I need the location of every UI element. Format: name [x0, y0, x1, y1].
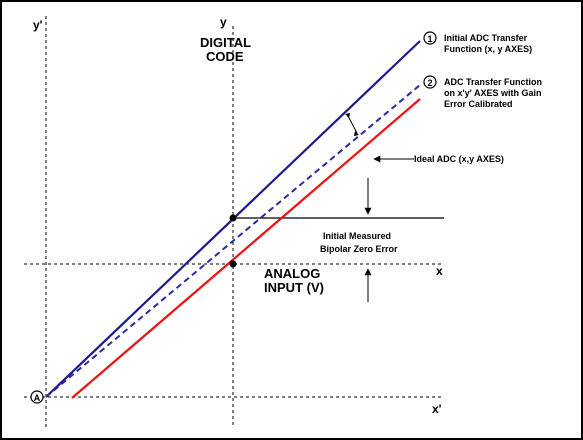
- legend-2-text-2: on x'y' AXES with Gain: [444, 88, 541, 98]
- legend-1-number: 1: [427, 34, 432, 44]
- legend-2-marker: [423, 75, 437, 89]
- gain-error-arrow-top: [345, 113, 350, 118]
- ideal-adc-line: [71, 98, 421, 399]
- y-label: y: [220, 15, 227, 29]
- legend-2-text: ADC Transfer Function: [444, 77, 542, 87]
- calibrated-adc-line: [45, 84, 421, 398]
- y-prime-label: y': [33, 18, 43, 32]
- bipolar-error-label: Initial Measured: [323, 231, 391, 241]
- legend-2-text-3: Error Calibrated: [444, 99, 513, 109]
- ideal-zero-point: [229, 260, 237, 268]
- bipolar-zero-point: [229, 214, 237, 222]
- x-label: x: [436, 264, 443, 278]
- legend-1-marker: [423, 31, 437, 45]
- gain-error-indicator: [347, 115, 358, 134]
- x-prime-label: x': [432, 402, 442, 416]
- origin-marker-label: A: [34, 393, 41, 403]
- analog-input-label: ANALOG: [264, 266, 320, 281]
- digital-code-label: DIGITAL: [200, 35, 251, 50]
- legend-2-number: 2: [427, 78, 432, 88]
- bipolar-error-label-2: Bipolar Zero Error: [320, 244, 398, 254]
- legend-1-text: Initial ADC Transfer: [444, 33, 528, 43]
- ideal-adc-label: Ideal ADC (x,y AXES): [414, 154, 504, 164]
- origin-marker: [30, 390, 44, 404]
- analog-input-label-2: INPUT (V): [264, 280, 324, 295]
- gain-error-arrow-bottom: [354, 131, 359, 136]
- digital-code-label-2: CODE: [206, 49, 244, 64]
- legend-1-text-2: Function (x, y AXES): [444, 44, 532, 54]
